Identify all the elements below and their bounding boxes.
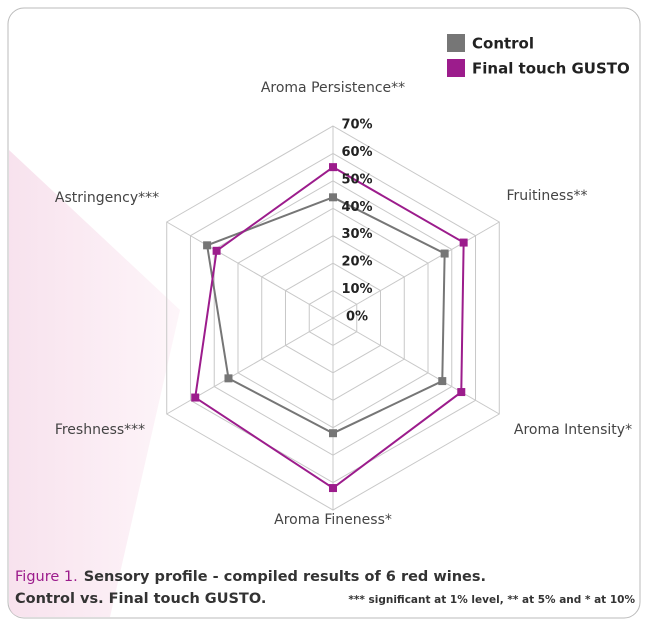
r-tick-label: 10% [341,282,372,297]
background-accent [9,150,180,617]
marker [440,249,449,258]
marker [224,374,233,383]
spoke [332,221,500,319]
r-tick-label: 30% [341,227,372,242]
caption-note: *** significant at 1% level, ** at 5% an… [348,594,635,606]
r-tick-label: 40% [341,200,372,215]
marker [438,377,447,386]
category-label: Fruitiness** [506,188,587,204]
category-label: Aroma Fineness* [274,512,392,528]
marker [329,163,337,172]
marker [212,246,221,255]
category-label: Aroma Persistence** [261,80,405,96]
marker [191,393,200,402]
marker [329,429,337,438]
spoke [166,221,334,319]
legend-swatch [447,59,465,77]
figure-label: Figure 1. [15,569,78,585]
marker [203,241,212,250]
r-tick-label: 70% [341,118,372,133]
spoke [332,317,500,415]
r-tick-label: 60% [341,145,372,160]
marker [459,238,468,247]
r-tick-label: 0% [346,310,368,325]
legend-label: Final touch GUSTO [472,60,630,78]
category-label: Freshness*** [55,422,145,438]
marker [457,388,466,397]
r-tick-label: 50% [341,172,372,187]
marker [329,193,337,202]
category-label: Aroma Intensity* [514,422,632,438]
r-tick-label: 20% [341,255,372,270]
caption-text: Sensory profile - compiled results of 6 … [84,569,486,585]
caption-line1: Figure 1. Sensory profile - compiled resu… [15,569,486,585]
category-label: Astringency*** [55,190,159,206]
legend-swatch [447,34,465,52]
legend-label: Control [472,35,534,53]
caption-line2: Control vs. Final touch GUSTO. [15,591,266,607]
marker [329,484,337,493]
